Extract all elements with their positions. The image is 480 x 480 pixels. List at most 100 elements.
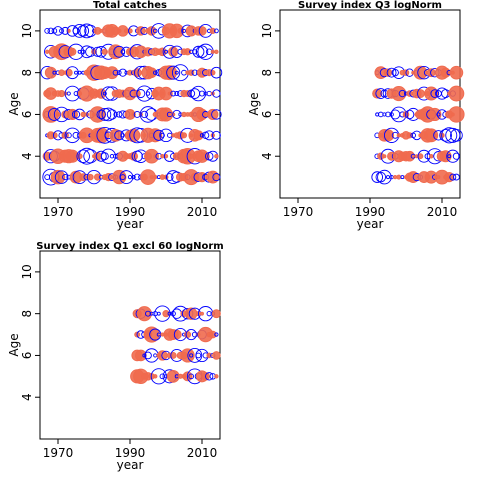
y-tick-label: 8 [20, 69, 34, 77]
bubble-positive [66, 28, 71, 33]
bubble-positive [444, 171, 455, 183]
y-tick-label: 4 [260, 152, 274, 160]
bubble-negative [76, 149, 90, 163]
bubble-negative [174, 70, 179, 75]
bubble-positive [200, 311, 204, 316]
bubble-positive [184, 48, 192, 56]
bubble-negative [131, 175, 136, 180]
bubble-positive [146, 67, 157, 79]
bubble-positive [210, 49, 215, 54]
bubble-positive [148, 128, 163, 143]
bubble-positive [129, 151, 139, 161]
bubble-positive [214, 374, 219, 379]
bubble-positive [193, 130, 204, 141]
bubble-positive [152, 174, 158, 180]
bubble-negative [98, 108, 112, 121]
y-tick-label: 6 [20, 352, 34, 360]
bubble-negative [192, 45, 205, 58]
bubble-positive [448, 85, 465, 102]
bubble-negative [53, 26, 63, 36]
bubble-positive [404, 150, 415, 162]
x-axis-label: year [357, 217, 384, 231]
bubble-positive [157, 350, 168, 361]
bubble-positive [180, 132, 188, 139]
bubble-positive [372, 88, 383, 99]
bubble-negative [446, 149, 460, 163]
bubble-negative [44, 174, 51, 181]
bubble-negative [77, 70, 82, 75]
bubble-negative [159, 132, 165, 138]
bubble-positive [162, 310, 170, 318]
bubble-positive [214, 153, 219, 159]
bubble-positive [101, 48, 108, 55]
bubble-positive [55, 112, 61, 117]
bubble-negative [195, 45, 209, 59]
panel-1: Total catches 1970 1990 2010 4 6 8 10 year Age [7, 0, 223, 231]
y-tick-label: 6 [20, 111, 34, 119]
y-tick-label: 4 [20, 152, 34, 160]
y-tick-label: 6 [260, 111, 274, 119]
y-axis-label: Age [7, 92, 21, 115]
bubble-negative [101, 107, 116, 122]
bubble-positive [158, 47, 167, 57]
bubble-negative [95, 150, 107, 162]
bubble-negative [211, 130, 221, 140]
bubble-positive [68, 47, 77, 56]
bubble-negative [74, 70, 78, 75]
bubble-negative [212, 173, 221, 182]
bubble-negative [375, 171, 387, 183]
bubble-negative [142, 353, 147, 358]
bubble-positive [143, 326, 160, 343]
bubble-negative [187, 348, 203, 363]
bubble-positive [382, 154, 387, 159]
plot-frame [279, 9, 461, 199]
bubble-negative [44, 28, 51, 34]
bubble-positive [440, 67, 451, 78]
bubble-negative [214, 332, 219, 337]
bubble-negative [398, 89, 407, 98]
x-tick-label: 2010 [187, 446, 218, 460]
bubble-positive [108, 44, 123, 60]
y-tick-label: 10 [20, 23, 34, 38]
bubble-positive [396, 174, 402, 180]
bubble-negative [205, 372, 214, 381]
bubble-positive [152, 374, 158, 379]
bubble-positive [166, 369, 180, 383]
bubble-negative [436, 112, 441, 117]
bubble-negative [167, 132, 173, 138]
bubble-negative [150, 368, 167, 385]
bubble-negative [450, 128, 463, 142]
y-axis-label: Age [247, 92, 261, 115]
panel-title: Survey index Q3 logNorm [298, 0, 442, 11]
bubble-negative [62, 174, 69, 181]
bubble-positive [439, 150, 452, 163]
bubble-positive [159, 86, 173, 101]
bubble-negative [119, 170, 134, 185]
bubble-positive [212, 351, 221, 360]
bubble-positive [93, 151, 102, 161]
bubble-positive [93, 173, 102, 181]
y-tick-label: 10 [20, 264, 34, 279]
y-tick-label: 8 [260, 69, 274, 77]
bubble-positive [127, 69, 133, 76]
bubble-negative [165, 173, 174, 182]
bubble-positive [207, 108, 219, 121]
bubble-positive [158, 107, 174, 122]
x-tick-label: 1990 [115, 446, 146, 460]
bubble-negative [447, 154, 452, 159]
x-axis-label: year [117, 458, 144, 472]
bubble-negative [112, 69, 119, 76]
bubble-negative [106, 109, 118, 120]
bubble-negative [185, 328, 197, 341]
bubble-positive [206, 352, 212, 359]
bubble-positive [93, 127, 110, 144]
bubble-positive [428, 107, 442, 122]
plot-frame [39, 250, 221, 440]
bubble-negative [72, 24, 87, 38]
bubble-negative [214, 28, 219, 34]
panel-3: Survey index Q1 excl 60 logNorm 1970 1990 2… [7, 241, 224, 472]
bubble-negative [190, 85, 207, 102]
bubble-negative [59, 28, 65, 34]
bubble-negative [156, 311, 161, 316]
bubble-negative [65, 132, 72, 139]
